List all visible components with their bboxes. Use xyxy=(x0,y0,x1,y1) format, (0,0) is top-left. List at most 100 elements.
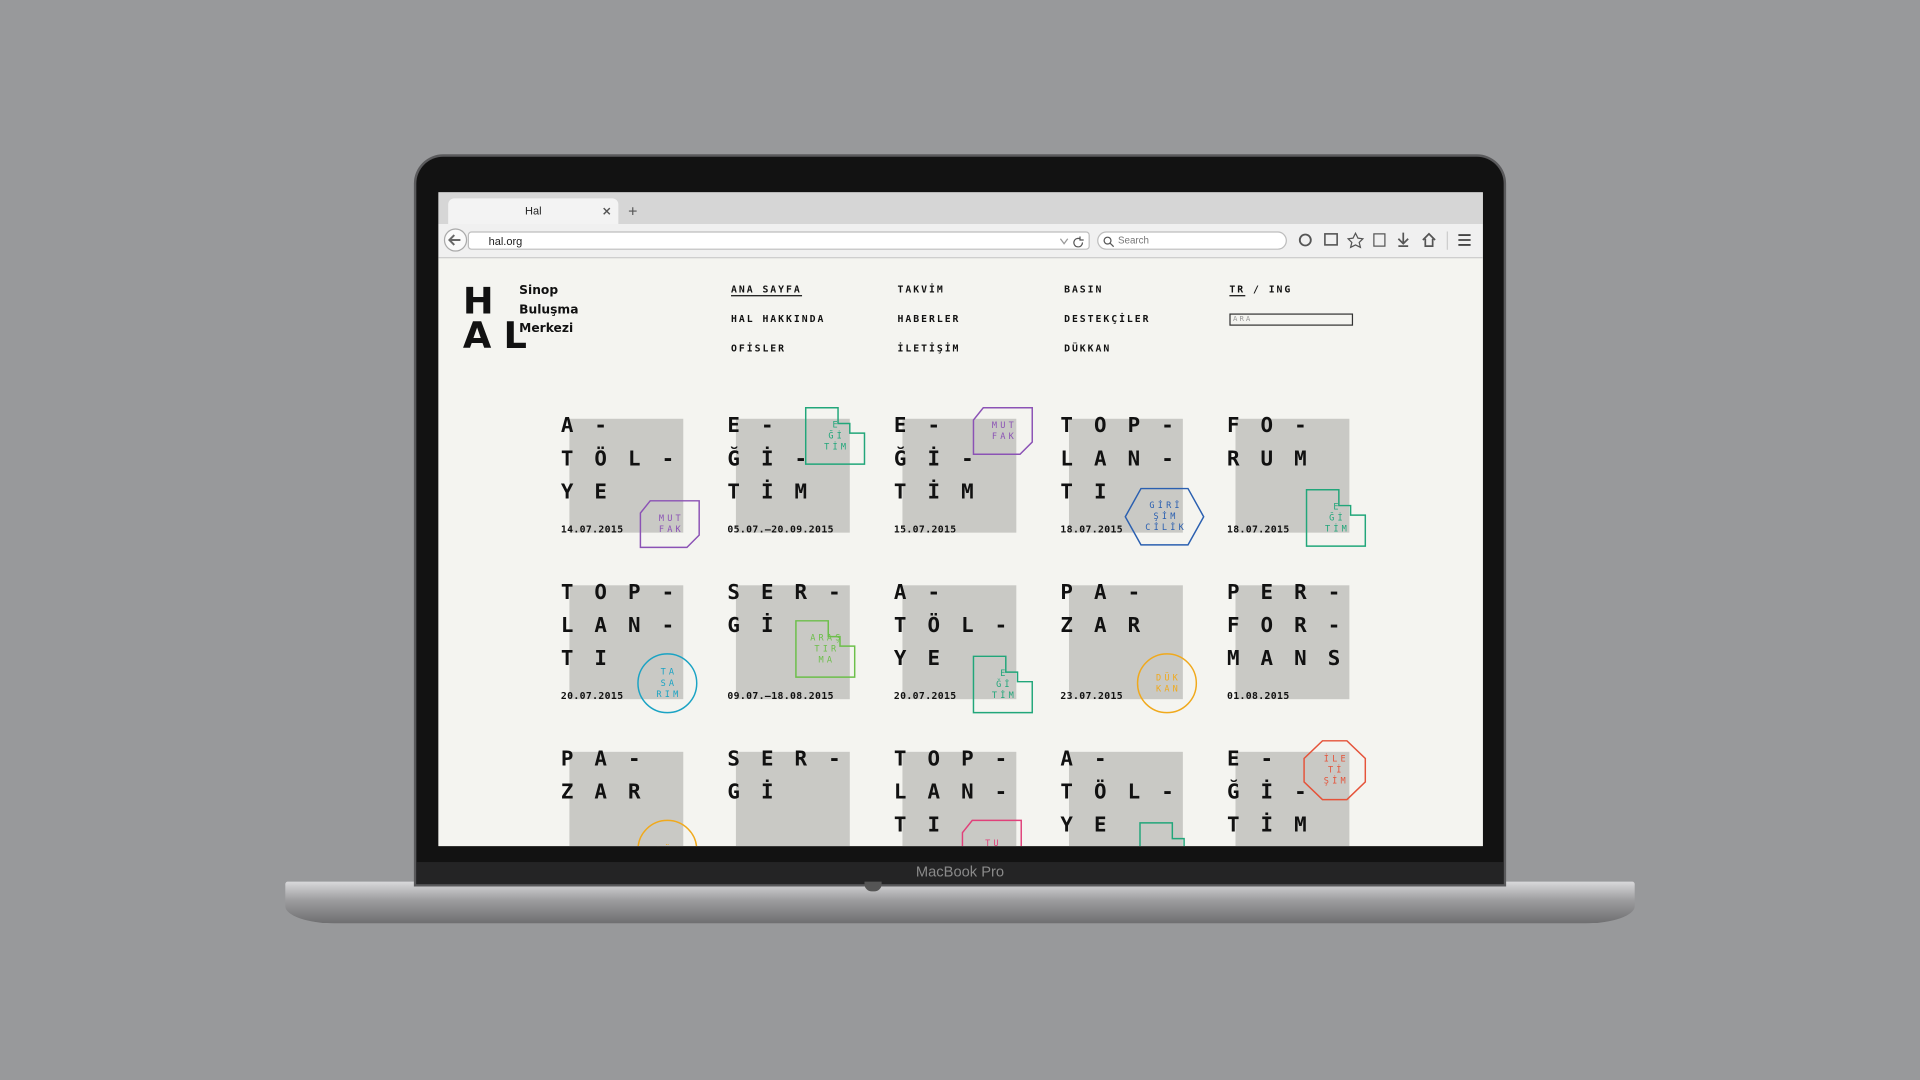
tag-shape xyxy=(961,819,1022,847)
tab-bar: Hal + xyxy=(438,192,1483,225)
toolbar-icons[interactable] xyxy=(1296,231,1480,251)
tag-text: DÜK xyxy=(1156,672,1181,683)
event-title-line: MANS xyxy=(1226,646,1362,672)
event-image xyxy=(735,751,850,847)
tag-group: DÜKKAN xyxy=(1136,653,1198,714)
event-title-line: A- xyxy=(560,413,629,439)
language-en[interactable]: ING xyxy=(1268,284,1293,296)
tag-shape xyxy=(1139,822,1185,847)
event-title-line: LAN- xyxy=(893,780,1029,805)
event-date: 18.07.2015 xyxy=(1226,524,1290,536)
language-switch: TR / ING xyxy=(1229,284,1293,297)
nav-link[interactable]: HABERLER xyxy=(897,313,961,325)
event-title-line: LAN- xyxy=(1060,446,1195,472)
tag-text: ŞİM xyxy=(1154,511,1179,522)
tag-group: İLETİŞİM xyxy=(1303,740,1367,801)
event-title-line: TOP- xyxy=(1060,413,1195,439)
event-title-line: ZAR xyxy=(560,780,662,805)
nav-link[interactable]: DÜKKAN xyxy=(1064,342,1112,354)
event-date: 18.07.2015 xyxy=(1060,524,1124,536)
tag-shape xyxy=(972,407,1033,456)
logo-line: AL xyxy=(462,314,540,358)
tag-text: CİLİK xyxy=(1145,522,1187,533)
url-controls[interactable] xyxy=(1059,236,1086,248)
tag-shape xyxy=(972,655,1033,714)
tag-text: E xyxy=(833,420,841,430)
event-card[interactable]: TOP- LAN- TI TU xyxy=(893,747,1041,847)
event-card[interactable]: SER- Gİ xyxy=(727,747,874,847)
event-card[interactable]: A- TÖL- YE 20.07.2015 E Ğİ TİM xyxy=(893,580,1041,732)
event-card[interactable]: E- Ğİ- TİM 05.07.–20.09.2015 E Ğİ TİM xyxy=(727,407,874,566)
nav-link[interactable]: DESTEKÇİLER xyxy=(1064,313,1151,325)
tab-close[interactable] xyxy=(602,207,611,216)
tag-text: TIR xyxy=(814,644,839,654)
event-title-line: RUM xyxy=(1226,446,1328,472)
event-card[interactable]: E- Ğİ- TİM 15.07.2015 MUT FAK xyxy=(893,407,1041,566)
search-icon xyxy=(1103,236,1115,248)
site-name-line: Sinop xyxy=(519,284,559,298)
nav-link[interactable]: TAKVİM xyxy=(897,284,945,296)
event-image xyxy=(1068,585,1183,700)
event-title-line: YE xyxy=(893,646,962,672)
event-image xyxy=(1068,418,1183,533)
nav-link[interactable]: İLETİŞİM xyxy=(897,342,961,354)
tag-text: DÜK xyxy=(656,844,681,846)
event-title-line: TİM xyxy=(1226,813,1328,838)
tag-text: TİM xyxy=(992,690,1017,701)
screen: Hal + hal.org Search xyxy=(438,192,1483,847)
event-tag: İLETİŞİM xyxy=(1303,740,1367,801)
nav-link[interactable]: HAL HAKKINDA xyxy=(731,313,826,325)
tag-text: TU xyxy=(985,839,1002,846)
event-title-line: TÖL- xyxy=(893,613,1029,638)
event-title-line: LAN- xyxy=(560,613,696,638)
event-title-line: SER- xyxy=(727,580,862,605)
event-title-line: E- xyxy=(893,413,962,439)
event-image xyxy=(1235,585,1350,700)
nav-link[interactable]: BASIN xyxy=(1064,284,1104,296)
event-title-line: Ğİ- xyxy=(893,446,995,472)
tag-text: SA xyxy=(661,679,678,689)
event-image xyxy=(1235,418,1350,533)
tag-shape xyxy=(1136,653,1198,714)
event-tag: DÜKKAN xyxy=(1136,653,1198,714)
logo-line: H xyxy=(462,280,506,324)
event-card[interactable]: SER- Gİ 09.07.–18.08.2015 ARAŞ TIR MA xyxy=(727,580,874,732)
event-tag: E xyxy=(1139,822,1185,847)
event-date: 20.07.2015 xyxy=(893,690,957,702)
event-card[interactable]: FO- RUM 18.07.2015 E Ğİ TİM xyxy=(1226,414,1374,566)
logo[interactable]: H AL xyxy=(462,280,540,358)
event-card[interactable]: PA- ZAR 23.07.2015 DÜK KAN xyxy=(1060,580,1207,732)
site-name: Sinop Buluşma Merkezi xyxy=(519,282,578,339)
language-tr[interactable]: TR xyxy=(1229,284,1246,297)
nav-link[interactable]: ANA SAYFA xyxy=(731,284,802,297)
toolbar: hal.org Search xyxy=(438,224,1483,259)
event-image xyxy=(569,585,684,700)
event-card[interactable]: TOP- LAN- TI 18.07.2015 GİRİ ŞİM CİLİK xyxy=(1060,414,1207,566)
tag-text: MA xyxy=(819,656,836,666)
event-card[interactable]: PER- FOR- MANS 01.08.2015 xyxy=(1226,580,1374,732)
tag-text: MUT xyxy=(659,514,684,524)
site-name-line: Buluşma xyxy=(519,303,579,317)
laptop-notch xyxy=(864,881,882,892)
new-tab-button[interactable]: + xyxy=(628,202,638,221)
nav-link[interactable]: OFİSLER xyxy=(731,342,787,354)
tag-text: FAK xyxy=(659,525,684,535)
event-image xyxy=(569,418,684,533)
search-bar[interactable]: Search xyxy=(1097,231,1287,250)
url-bar[interactable]: hal.org xyxy=(467,231,1090,250)
event-card[interactable]: E- Ğİ- TİM İLE Tİ ŞİM xyxy=(1226,740,1374,847)
event-card[interactable]: TOP- LAN- TI 20.07.2015 TA SA RIM xyxy=(560,580,708,732)
event-card[interactable]: PA- ZAR DÜK xyxy=(560,747,708,847)
tag-group: TU xyxy=(961,819,1022,847)
event-card[interactable]: A- TÖL- YE 14.07.2015 MUT FAK xyxy=(561,414,708,566)
browser-tab[interactable]: Hal xyxy=(448,198,619,225)
site-search[interactable]: ARA xyxy=(1229,313,1354,326)
back-button[interactable] xyxy=(443,228,468,252)
event-card[interactable]: A- TÖL- YE E xyxy=(1060,747,1207,847)
event-title-line: PA- xyxy=(560,746,662,772)
